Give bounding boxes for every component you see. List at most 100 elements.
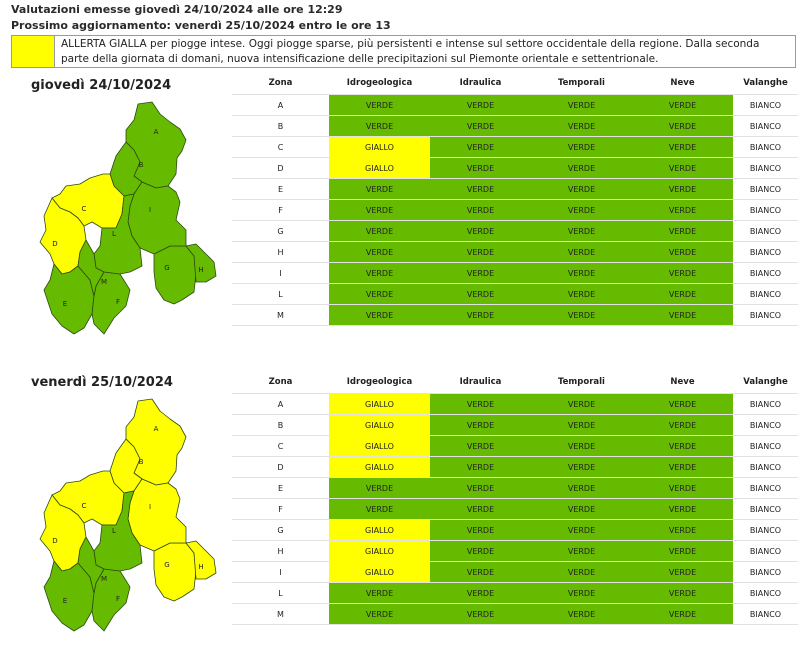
alert-level-cell: VERDE [632,477,733,499]
alert-level-cell: VERDE [531,519,632,541]
table-row: A VERDE VERDE VERDE VERDE BIANCO [232,94,798,116]
column-header: Neve [632,72,733,95]
map-zone-label: D [52,240,57,248]
day-title-2: venerdì 25/10/2024 [31,375,173,390]
alert-level-cell: VERDE [531,199,632,221]
column-header: Idraulica [430,72,531,95]
alert-level-cell: BIANCO [733,456,798,478]
alert-level-cell: BIANCO [733,603,798,625]
alert-level-cell: VERDE [531,498,632,520]
column-header: Idraulica [430,371,531,394]
zone-cell: F [232,498,329,520]
alert-level-cell: VERDE [329,178,430,200]
map-zone-label: D [52,537,57,545]
alert-level-cell: VERDE [632,561,733,583]
table-row: C GIALLO VERDE VERDE VERDE BIANCO [232,435,798,457]
map-zone-h [185,540,217,580]
alert-level-cell: VERDE [430,435,531,457]
column-header: Idrogeologica [329,371,430,394]
table-row: D GIALLO VERDE VERDE VERDE BIANCO [232,157,798,179]
alert-level-cell: VERDE [531,540,632,562]
alert-level-cell: VERDE [632,157,733,179]
map-zone-l [93,490,143,572]
zone-cell: C [232,435,329,457]
alert-level-cell: BIANCO [733,115,798,137]
zone-cell: M [232,304,329,326]
zone-cell: D [232,456,329,478]
map-zone-e [43,263,95,335]
table-row: L VERDE VERDE VERDE VERDE BIANCO [232,582,798,604]
column-header: Idrogeologica [329,72,430,95]
alert-level-cell: VERDE [531,283,632,305]
table-row: B GIALLO VERDE VERDE VERDE BIANCO [232,414,798,436]
alert-notice: ALLERTA GIALLA per piogge intese. Oggi p… [11,35,796,68]
alert-level-cell: VERDE [430,220,531,242]
column-header: Valanghe [733,371,798,394]
alert-level-cell: VERDE [531,157,632,179]
alert-level-cell: VERDE [531,456,632,478]
zone-cell: L [232,582,329,604]
issued-text: Valutazioni emesse giovedì 24/10/2024 al… [11,3,343,16]
alert-level-cell: VERDE [430,477,531,499]
map-zone-label: I [149,503,151,511]
map-zone-label: C [82,205,87,213]
alert-level-cell: VERDE [531,304,632,326]
table-row: D GIALLO VERDE VERDE VERDE BIANCO [232,456,798,478]
table-row: H VERDE VERDE VERDE VERDE BIANCO [232,241,798,263]
alert-level-cell: GIALLO [329,561,430,583]
alert-level-cell: VERDE [430,582,531,604]
alert-level-cell: VERDE [430,498,531,520]
alert-level-cell: VERDE [430,456,531,478]
alert-level-cell: VERDE [329,94,430,116]
alert-level-cell: VERDE [430,561,531,583]
column-header: Valanghe [733,72,798,95]
table-row: F VERDE VERDE VERDE VERDE BIANCO [232,199,798,221]
map-zone-a [125,101,187,189]
map-zone-label: E [63,300,67,308]
zone-cell: A [232,94,329,116]
zone-cell: H [232,540,329,562]
map-zone-label: C [82,502,87,510]
column-header: Temporali [531,371,632,394]
alert-level-cell: VERDE [430,393,531,415]
alert-level-cell: BIANCO [733,519,798,541]
alert-level-cell: BIANCO [733,157,798,179]
alert-level-cell: GIALLO [329,435,430,457]
table-row: E VERDE VERDE VERDE VERDE BIANCO [232,477,798,499]
alert-level-cell: VERDE [531,178,632,200]
alert-level-cell: BIANCO [733,241,798,263]
alert-level-cell: VERDE [329,477,430,499]
alert-level-cell: VERDE [430,519,531,541]
column-header: Neve [632,371,733,394]
map-zone-h [185,243,217,283]
alert-level-cell: VERDE [632,136,733,158]
alert-level-cell: VERDE [430,540,531,562]
alert-level-cell: BIANCO [733,498,798,520]
alert-level-cell: BIANCO [733,283,798,305]
alert-level-cell: VERDE [531,94,632,116]
alert-level-cell: VERDE [531,136,632,158]
alert-level-cell: VERDE [430,414,531,436]
alert-level-cell: VERDE [430,304,531,326]
alert-level-cell: VERDE [531,220,632,242]
alert-level-cell: GIALLO [329,456,430,478]
alert-level-cell: VERDE [329,199,430,221]
table-row: F VERDE VERDE VERDE VERDE BIANCO [232,498,798,520]
zone-cell: G [232,519,329,541]
alert-level-cell: VERDE [329,498,430,520]
map-zone-label: H [198,266,203,274]
zone-cell: C [232,136,329,158]
alert-level-cell: GIALLO [329,540,430,562]
alert-level-cell: VERDE [329,304,430,326]
alert-level-cell: BIANCO [733,199,798,221]
map-zone-g [153,542,197,602]
alert-level-cell: VERDE [632,199,733,221]
alert-level-cell: VERDE [329,241,430,263]
alert-level-cell: BIANCO [733,540,798,562]
map-zone-label: G [164,264,169,272]
map-zone-l [93,193,143,275]
map-zone-label: B [139,161,144,169]
alert-level-cell: BIANCO [733,136,798,158]
alert-level-cell: VERDE [531,393,632,415]
zone-cell: M [232,603,329,625]
